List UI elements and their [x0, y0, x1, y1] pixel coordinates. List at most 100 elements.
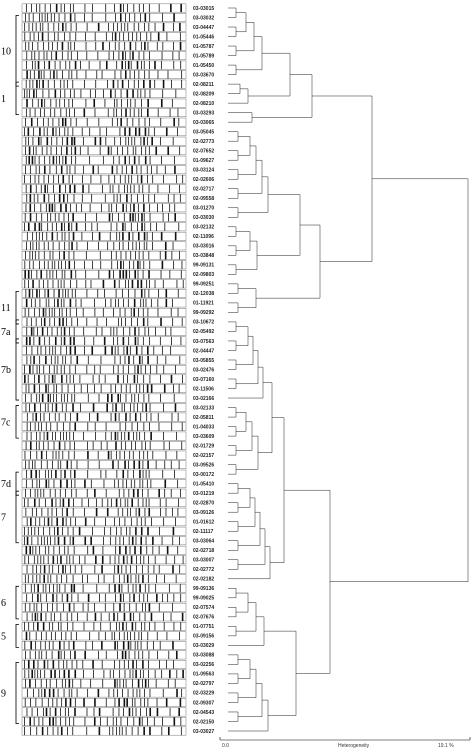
isolate-label: 02-02717: [193, 187, 214, 193]
gel-band: [26, 593, 28, 602]
gel-band: [122, 707, 124, 717]
gel-band: [119, 355, 121, 365]
gel-band: [109, 555, 111, 564]
gel-band: [36, 431, 37, 441]
gel-band: [173, 622, 175, 631]
gel-band: [71, 137, 73, 146]
gel-band: [140, 546, 142, 555]
gel-band: [134, 213, 136, 222]
gel-band: [118, 317, 119, 327]
gel-band: [70, 41, 72, 51]
gel-band: [58, 241, 60, 250]
gel-band: [80, 679, 82, 688]
gel-band: [146, 412, 148, 422]
gel-band: [131, 175, 133, 184]
gel-band: [172, 641, 174, 650]
gel-band: [132, 688, 134, 698]
gel-band: [48, 41, 50, 51]
gel-band: [117, 565, 120, 574]
gel-band: [164, 479, 167, 488]
gel-band: [138, 308, 139, 317]
gel-band: [128, 241, 129, 250]
gel-band: [39, 479, 40, 488]
gel-band: [152, 450, 154, 460]
gel-band: [59, 498, 61, 507]
gel-band: [33, 70, 35, 79]
gel-band: [82, 184, 84, 193]
gel-band: [86, 489, 88, 498]
gel-band: [87, 422, 89, 431]
gel-band: [39, 260, 40, 270]
gel-band: [63, 365, 65, 374]
gel-band: [114, 355, 116, 365]
gel-band: [53, 546, 55, 555]
gel-band: [47, 555, 49, 564]
gel-band: [138, 355, 141, 365]
gel-band: [43, 365, 45, 374]
gel-band: [54, 489, 56, 498]
gel-band: [50, 108, 52, 117]
gel-band: [138, 22, 140, 32]
gel-band: [113, 574, 115, 583]
gel-band: [85, 213, 86, 222]
gel-band: [57, 527, 59, 536]
gel-band: [48, 175, 49, 184]
gel-lane: [21, 726, 187, 736]
gel-band: [63, 431, 64, 441]
gel-lane: [21, 317, 187, 327]
gel-band: [180, 717, 182, 726]
gel-band: [131, 422, 133, 431]
gel-band: [56, 574, 58, 583]
gel-band: [34, 51, 36, 60]
gel-band: [92, 232, 93, 241]
gel-band: [154, 60, 156, 70]
gel-lane: [21, 698, 187, 707]
gel-band: [29, 165, 31, 174]
gel-band: [172, 317, 174, 327]
gel-band: [103, 479, 105, 488]
gel-band: [67, 546, 69, 555]
gel-band: [117, 508, 119, 517]
gel-band: [124, 460, 126, 469]
isolate-label: 99-09025: [193, 596, 214, 602]
gel-band: [72, 98, 73, 108]
gel-band: [59, 251, 60, 260]
isolate-label: 02-12038: [193, 291, 214, 297]
gel-band: [162, 13, 163, 22]
gel-band: [124, 431, 126, 441]
gel-band: [105, 60, 108, 70]
isolate-label: 01-01612: [193, 520, 214, 526]
gel-band: [120, 384, 122, 393]
gel-band: [28, 146, 31, 155]
gel-band: [89, 203, 91, 212]
isolate-label: 02-02182: [193, 577, 214, 583]
gel-band: [153, 641, 154, 650]
gel-band: [150, 479, 152, 488]
group-label: 11: [1, 303, 11, 314]
gel-band: [81, 232, 83, 241]
gel-band: [144, 431, 146, 441]
isolate-label: 02-08209: [193, 91, 214, 97]
gel-band: [37, 622, 39, 631]
gel-band: [37, 98, 39, 108]
gel-band: [53, 22, 55, 32]
gel-band: [36, 726, 38, 736]
gel-band: [135, 669, 137, 679]
gel-band: [101, 70, 103, 79]
gel-band: [95, 89, 96, 98]
gel-band: [158, 546, 160, 555]
gel-band: [60, 146, 62, 155]
gel-band: [171, 422, 173, 431]
gel-band: [128, 336, 130, 346]
gel-band: [91, 346, 94, 355]
gel-band: [97, 688, 100, 698]
isolate-label: 03-01270: [193, 206, 214, 212]
gel-band: [59, 127, 60, 136]
gel-band: [72, 508, 74, 517]
gel-band: [133, 156, 136, 165]
gel-band: [157, 108, 159, 117]
gel-band: [37, 669, 39, 679]
gel-band: [85, 641, 87, 650]
gel-band: [122, 146, 124, 155]
gel-band: [107, 241, 109, 250]
